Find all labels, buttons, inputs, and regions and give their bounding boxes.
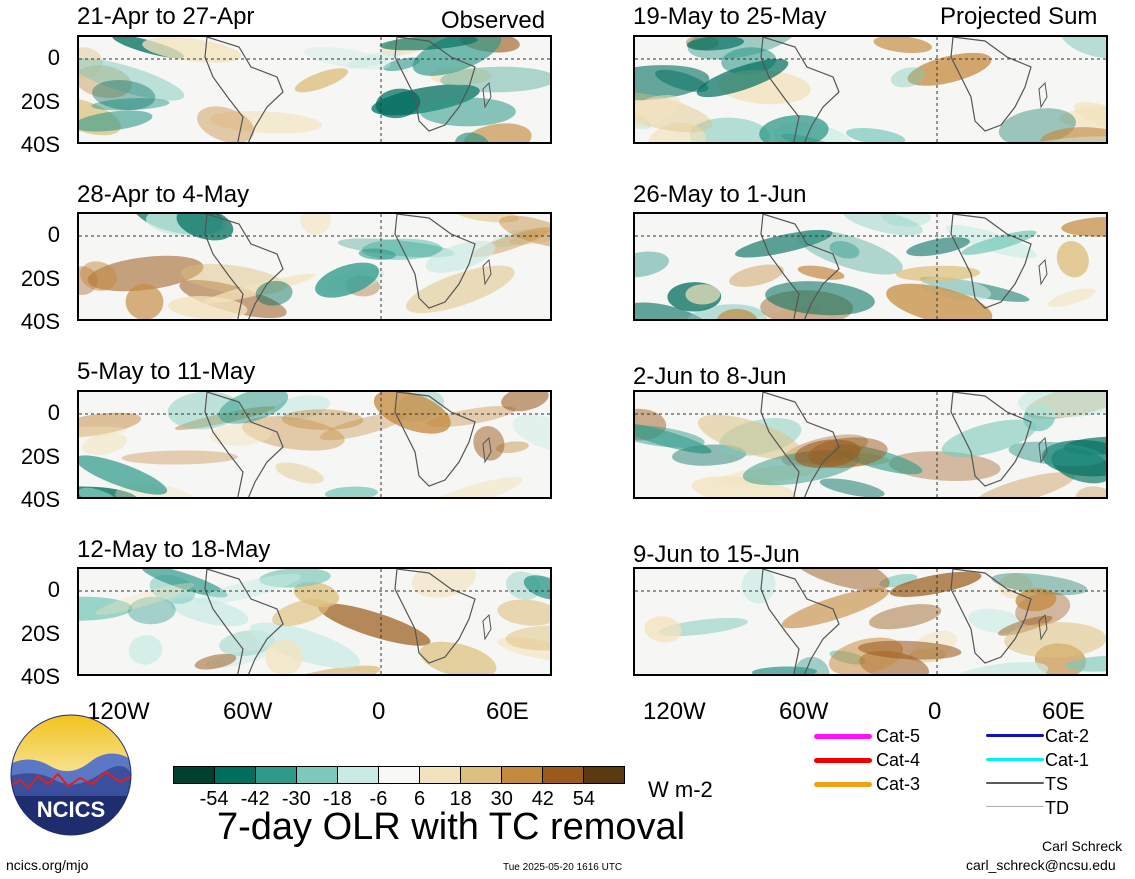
y-tick-40s: 40S — [20, 664, 60, 689]
logo-text: NCICS — [37, 797, 105, 822]
olr-map-panel — [77, 567, 552, 676]
colorbar-tick: -42 — [240, 788, 270, 810]
olr-field — [635, 392, 1106, 497]
ncics-logo: NCICS — [10, 714, 132, 836]
olr-field — [635, 569, 1106, 674]
main-title: 7-day OLR with TC removal — [217, 806, 686, 848]
colorbar-swatch — [256, 767, 297, 783]
x-tick-60w: 60W — [223, 698, 273, 725]
legend-line — [986, 806, 1044, 807]
x-tick-0: 0 — [372, 698, 386, 725]
footer-email: carl_schreck@ncsu.edu — [966, 857, 1116, 873]
olr-map-panel — [633, 212, 1108, 321]
y-tick-0: 0 — [47, 222, 60, 247]
y-tick-0: 0 — [47, 400, 60, 425]
y-tick-40s: 40S — [20, 132, 60, 157]
colorbar-swatch — [584, 767, 624, 783]
colorbar-swatch — [420, 767, 461, 783]
colorbar-swatch — [297, 767, 338, 783]
x-tick-60w: 60W — [779, 698, 829, 725]
observed-label: Observed — [441, 7, 546, 34]
olr-field — [79, 569, 550, 674]
colorbar-tick: -30 — [281, 788, 311, 810]
panel-title: 12-May to 18-May — [77, 536, 271, 563]
legend-label: TD — [1045, 798, 1069, 818]
colorbar-swatch — [338, 767, 379, 783]
legend-label: Cat-5 — [876, 726, 921, 746]
colorbar-tick: 6 — [413, 788, 426, 810]
colorbar — [173, 766, 625, 784]
legend-line — [986, 734, 1044, 737]
colorbar-tick: 30 — [490, 788, 513, 810]
projected-sum-label: Projected Sum — [940, 3, 1098, 30]
legend-label: Cat-3 — [876, 774, 921, 794]
colorbar-swatch — [379, 767, 420, 783]
legend-line — [814, 782, 872, 787]
olr-map-panel — [77, 35, 552, 144]
y-tick-20s: 20S — [20, 89, 60, 114]
panel-title: 26-May to 1-Jun — [633, 181, 807, 208]
x-tick-0: 0 — [928, 698, 942, 725]
colorbar-swatch — [215, 767, 256, 783]
y-tick-0: 0 — [47, 577, 60, 602]
legend-line — [986, 782, 1044, 784]
legend-label: TS — [1045, 774, 1069, 794]
olr-field — [79, 37, 550, 142]
panel-title: 9-Jun to 15-Jun — [633, 541, 800, 568]
x-tick-120w: 120W — [643, 698, 706, 725]
x-tick-60e: 60E — [1042, 698, 1085, 725]
colorbar-tick: -54 — [199, 788, 229, 810]
colorbar-units: W m-2 — [648, 777, 713, 802]
colorbar-tick: 42 — [531, 788, 554, 810]
olr-field — [79, 392, 550, 497]
panel-title: 21-Apr to 27-Apr — [77, 3, 255, 30]
olr-map-panel — [633, 390, 1108, 499]
panel-title: 5-May to 11-May — [77, 358, 256, 385]
colorbar-swatch — [502, 767, 543, 783]
colorbar-swatch — [461, 767, 502, 783]
olr-field — [635, 37, 1106, 142]
legend-label: Cat-2 — [1045, 726, 1090, 746]
colorbar-tick: 18 — [449, 788, 472, 810]
legend-line — [986, 758, 1044, 761]
y-tick-20s: 20S — [20, 266, 60, 291]
y-tick-40s: 40S — [20, 309, 60, 334]
footer-timestamp: Tue 2025-05-20 1616 UTC — [503, 862, 623, 873]
x-tick-120w: 120W — [87, 698, 150, 725]
legend-label: Cat-4 — [876, 750, 921, 770]
olr-map-panel — [633, 567, 1108, 676]
olr-field — [79, 214, 550, 319]
footer-author: Carl Schreck — [1042, 838, 1123, 854]
y-tick-0: 0 — [47, 45, 60, 70]
legend-line — [814, 758, 872, 763]
panel-title: 28-Apr to 4-May — [77, 181, 250, 208]
colorbar-tick: 54 — [572, 788, 596, 810]
colorbar-swatch — [543, 767, 584, 783]
colorbar-tick: -18 — [322, 788, 352, 810]
colorbar-tick: -6 — [369, 788, 388, 810]
olr-map-panel — [633, 35, 1108, 144]
legend-label: Cat-1 — [1045, 750, 1090, 770]
footer-url: ncics.org/mjo — [6, 857, 89, 873]
legend-line — [814, 734, 872, 739]
colorbar-swatch — [174, 767, 215, 783]
olr-field — [635, 214, 1106, 319]
olr-map-panel — [77, 390, 552, 499]
x-tick-60e: 60E — [486, 698, 529, 725]
y-tick-20s: 20S — [20, 444, 60, 469]
y-tick-40s: 40S — [20, 487, 60, 512]
panel-title: 2-Jun to 8-Jun — [633, 363, 787, 390]
panel-title: 19-May to 25-May — [633, 3, 827, 30]
olr-map-panel — [77, 212, 552, 321]
y-tick-20s: 20S — [20, 621, 60, 646]
